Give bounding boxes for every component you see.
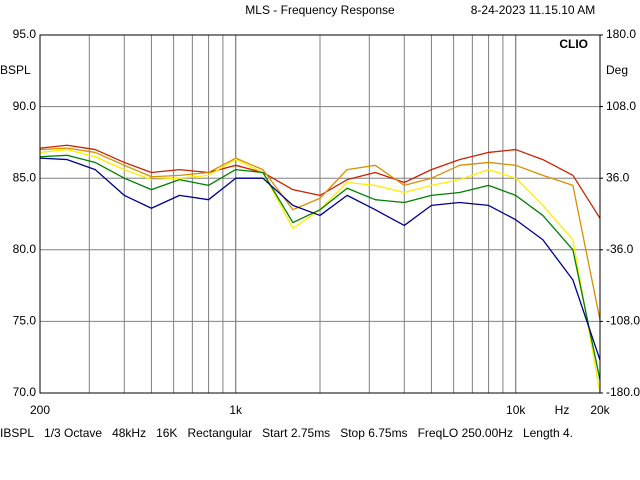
timestamp: 8-24-2023 11.15.10 AM <box>471 3 596 17</box>
y-tick-label: 80.0 <box>13 242 37 256</box>
y2-axis-label: Deg <box>606 63 628 77</box>
y-tick-label: 75.0 <box>13 314 37 328</box>
y-tick-label: 70.0 <box>13 385 37 399</box>
x-tick-label: 200 <box>30 403 50 417</box>
y-tick-label: 90.0 <box>13 99 37 113</box>
x-tick-label: 20k <box>590 403 610 417</box>
y2-tick-label: -108.0 <box>606 314 640 328</box>
status-item: Rectangular <box>187 426 252 440</box>
y2-tick-label: 108.0 <box>606 99 636 113</box>
x-tick-label: 10k <box>506 403 526 417</box>
status-item: 16K <box>156 426 177 440</box>
y-tick-label: 95.0 <box>13 27 37 41</box>
y2-tick-label: 36.0 <box>606 170 630 184</box>
y2-tick-label: -180.0 <box>606 385 640 399</box>
status-item: IBSPL <box>0 426 34 440</box>
series-line <box>40 144 600 219</box>
status-item: Start 2.75ms <box>262 426 330 440</box>
brand: CLIO <box>559 37 588 51</box>
series-line <box>40 157 600 361</box>
y-axis-label: BSPL <box>0 63 31 77</box>
series-line <box>40 154 600 381</box>
status-item: 1/3 Octave <box>44 426 102 440</box>
status-line: IBSPL 1/3 Octave 48kHz 16K Rectangular Start … <box>0 426 573 440</box>
status-item: 48kHz <box>112 426 146 440</box>
status-item: Length 4. <box>523 426 573 440</box>
x-unit-label: Hz <box>555 403 570 417</box>
status-item: Stop 6.75ms <box>340 426 407 440</box>
chart-title: MLS - Frequency Response <box>245 3 395 17</box>
y2-tick-label: -36.0 <box>606 242 634 256</box>
status-item: FreqLO 250.00Hz <box>418 426 513 440</box>
x-tick-label: 1k <box>229 403 243 417</box>
plot-frame <box>39 34 601 394</box>
y2-tick-label: 180.0 <box>606 27 636 41</box>
y-tick-label: 85.0 <box>13 170 37 184</box>
series-line <box>40 147 600 321</box>
